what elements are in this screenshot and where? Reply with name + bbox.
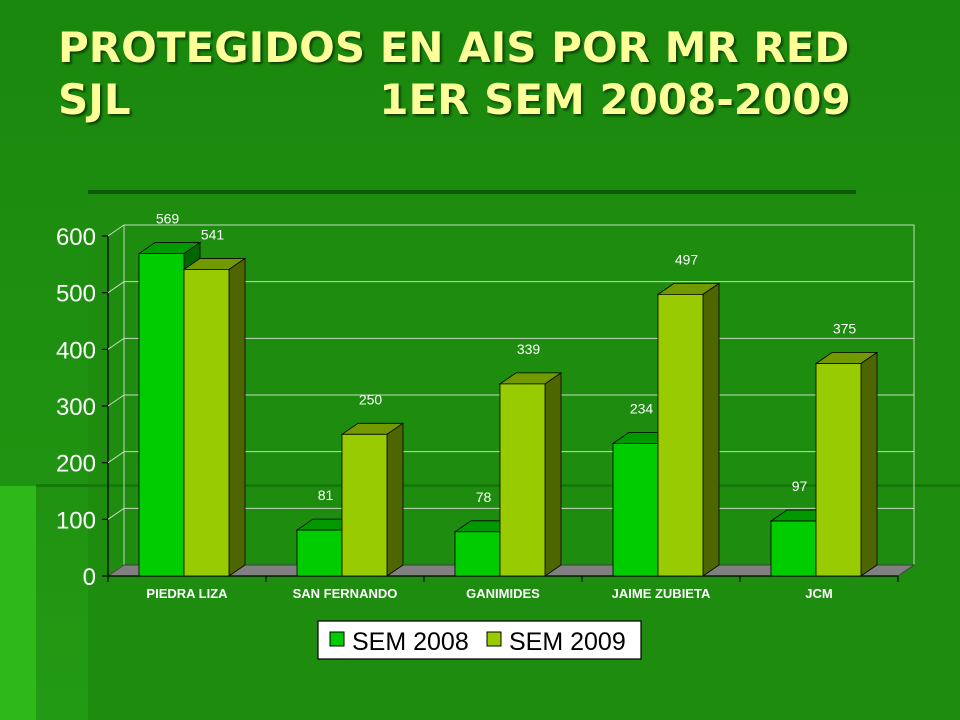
bar-sem-2009	[183, 269, 230, 577]
data-label: 250	[359, 391, 383, 407]
gridline	[107, 394, 914, 407]
x-tick-label: JAIME ZUBIETA	[612, 586, 711, 601]
background-strip-left	[0, 486, 36, 720]
legend-swatch	[486, 631, 502, 647]
bar-side-face	[386, 422, 404, 577]
bar-sem-2008	[612, 442, 659, 577]
bar-sem-2009	[499, 383, 546, 577]
bar-sem-2008	[138, 253, 185, 577]
bar-sem-2008	[770, 520, 817, 577]
y-tick-label: 200	[56, 451, 96, 478]
bar-side-face	[860, 351, 878, 577]
data-label: 497	[675, 251, 699, 267]
bar-sem-2008	[454, 531, 501, 577]
data-label: 78	[476, 489, 492, 505]
y-tick-label: 100	[56, 507, 96, 534]
data-label: 569	[156, 211, 180, 227]
bar-sem-2009	[815, 363, 862, 577]
x-tick-label: PIEDRA LIZA	[146, 586, 228, 601]
bar-sem-2009	[657, 293, 704, 577]
bar-sem-2009	[341, 433, 388, 577]
gridline	[107, 281, 914, 294]
data-label: 375	[833, 321, 857, 337]
legend-swatch	[329, 631, 345, 647]
y-tick-label: 300	[56, 394, 96, 421]
background-line-mid	[36, 484, 960, 487]
data-label: 339	[517, 341, 541, 357]
legend-label: SEM 2008	[352, 628, 469, 656]
bar-sem-2008	[296, 529, 343, 577]
chart-legend: SEM 2008 SEM 2009	[317, 620, 642, 660]
x-tick-label: JCM	[805, 586, 832, 601]
background-line-top	[88, 190, 856, 194]
legend-box	[317, 620, 642, 660]
data-label: 97	[792, 478, 808, 494]
data-label: 81	[318, 487, 334, 503]
y-tick-label: 500	[56, 281, 96, 308]
data-label: 541	[201, 226, 225, 242]
x-tick-label: SAN FERNANDO	[293, 586, 398, 601]
y-tick-label: 600	[56, 224, 96, 251]
gridline	[107, 337, 914, 350]
legend-label: SEM 2009	[509, 628, 626, 656]
gridline	[107, 224, 914, 237]
x-tick-label: GANIMIDES	[466, 586, 540, 601]
bar-side-face	[544, 372, 562, 577]
y-tick-label: 400	[56, 337, 96, 364]
y-tick-label: 0	[83, 564, 96, 591]
data-label: 234	[630, 400, 654, 416]
slide-title: PROTEGIDOS EN AIS POR MR RED SJL 1ER SEM…	[58, 23, 864, 124]
bar-side-face	[702, 282, 720, 577]
bar-side-face	[228, 257, 246, 577]
